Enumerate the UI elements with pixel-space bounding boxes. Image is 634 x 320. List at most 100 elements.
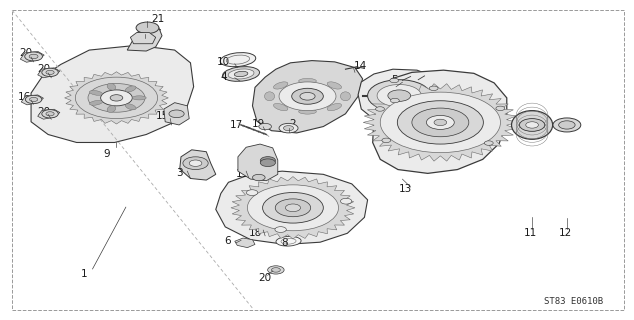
Polygon shape: [37, 109, 60, 119]
Circle shape: [398, 101, 483, 144]
Circle shape: [283, 125, 294, 131]
Polygon shape: [358, 69, 439, 123]
Text: ST83 E0610B: ST83 E0610B: [544, 297, 603, 306]
Circle shape: [285, 204, 301, 212]
Circle shape: [526, 122, 538, 128]
Polygon shape: [131, 33, 156, 44]
Circle shape: [375, 107, 384, 111]
Polygon shape: [363, 84, 517, 161]
Text: 7: 7: [154, 29, 161, 39]
Circle shape: [292, 88, 323, 104]
Text: 8: 8: [281, 238, 287, 248]
Circle shape: [252, 174, 265, 181]
Ellipse shape: [126, 86, 136, 92]
Text: 11: 11: [524, 228, 538, 238]
Circle shape: [247, 185, 339, 231]
Circle shape: [484, 141, 493, 145]
Circle shape: [382, 138, 391, 143]
Circle shape: [75, 77, 158, 119]
Ellipse shape: [512, 111, 553, 139]
Ellipse shape: [89, 100, 103, 105]
Text: 15: 15: [236, 169, 249, 179]
Circle shape: [261, 159, 275, 166]
Circle shape: [434, 119, 447, 125]
Ellipse shape: [133, 96, 146, 100]
Text: 13: 13: [399, 184, 412, 194]
Polygon shape: [252, 60, 363, 133]
Ellipse shape: [340, 92, 351, 101]
Circle shape: [496, 106, 505, 111]
Text: 20: 20: [37, 64, 50, 74]
Text: 2: 2: [290, 119, 296, 129]
Circle shape: [46, 70, 54, 75]
Circle shape: [29, 97, 37, 101]
Text: 6: 6: [224, 236, 231, 246]
Circle shape: [391, 98, 399, 103]
Polygon shape: [127, 25, 162, 51]
Text: 1: 1: [81, 269, 87, 279]
Circle shape: [88, 84, 145, 112]
Text: 5: 5: [391, 75, 398, 85]
Polygon shape: [216, 171, 368, 244]
Circle shape: [271, 268, 280, 272]
Circle shape: [42, 68, 58, 76]
Ellipse shape: [228, 69, 254, 79]
Polygon shape: [65, 72, 169, 124]
Polygon shape: [373, 70, 507, 173]
Text: 17: 17: [230, 120, 243, 130]
Circle shape: [25, 52, 42, 61]
Circle shape: [46, 112, 54, 116]
Text: 20: 20: [20, 48, 32, 58]
Circle shape: [189, 160, 202, 166]
Circle shape: [29, 54, 38, 59]
Text: 16: 16: [18, 92, 31, 102]
Text: 4: 4: [220, 72, 227, 82]
Ellipse shape: [299, 78, 316, 84]
Circle shape: [261, 156, 275, 164]
Polygon shape: [31, 45, 193, 142]
Text: 9: 9: [104, 148, 110, 159]
Circle shape: [42, 110, 58, 118]
Circle shape: [169, 110, 184, 118]
Circle shape: [275, 227, 287, 232]
Circle shape: [380, 92, 500, 153]
Text: 20: 20: [37, 107, 50, 116]
Ellipse shape: [273, 82, 288, 89]
Circle shape: [559, 121, 575, 129]
Ellipse shape: [235, 71, 248, 77]
Text: 19: 19: [252, 119, 266, 129]
Polygon shape: [22, 95, 44, 105]
Circle shape: [388, 90, 411, 101]
Text: 21: 21: [151, 14, 164, 24]
Polygon shape: [179, 150, 216, 180]
Circle shape: [377, 84, 422, 107]
Ellipse shape: [276, 236, 301, 246]
Polygon shape: [238, 144, 278, 181]
Circle shape: [300, 92, 315, 100]
Ellipse shape: [264, 92, 275, 101]
Text: 15: 15: [155, 111, 169, 121]
Polygon shape: [20, 52, 44, 62]
Ellipse shape: [273, 103, 288, 111]
Circle shape: [262, 193, 323, 223]
Circle shape: [275, 199, 311, 217]
Circle shape: [259, 123, 271, 130]
Circle shape: [553, 118, 581, 132]
Circle shape: [279, 123, 298, 133]
Circle shape: [340, 198, 352, 204]
Ellipse shape: [89, 91, 103, 95]
Text: 14: 14: [353, 61, 366, 71]
Text: 20: 20: [259, 273, 272, 283]
Ellipse shape: [299, 109, 316, 114]
Polygon shape: [164, 103, 189, 125]
Polygon shape: [235, 238, 255, 248]
Circle shape: [25, 95, 42, 104]
Polygon shape: [231, 177, 355, 239]
Ellipse shape: [220, 52, 256, 67]
Circle shape: [268, 266, 284, 274]
Circle shape: [390, 78, 399, 83]
Circle shape: [412, 108, 469, 137]
Ellipse shape: [107, 106, 115, 113]
Circle shape: [247, 190, 258, 196]
Ellipse shape: [126, 104, 136, 110]
